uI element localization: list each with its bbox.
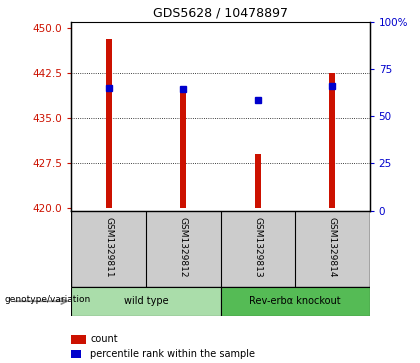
Text: genotype/variation: genotype/variation	[4, 295, 90, 304]
Text: GSM1329814: GSM1329814	[328, 217, 337, 277]
Text: GSM1329812: GSM1329812	[179, 217, 188, 277]
Text: Rev-erbα knockout: Rev-erbα knockout	[249, 296, 341, 306]
Bar	[106, 38, 112, 208]
Text: percentile rank within the sample: percentile rank within the sample	[90, 349, 255, 359]
Bar	[220, 287, 370, 316]
Bar	[329, 73, 335, 208]
Text: count: count	[90, 334, 118, 344]
Text: GSM1329813: GSM1329813	[253, 217, 262, 277]
Title: GDS5628 / 10478897: GDS5628 / 10478897	[153, 6, 288, 19]
Bar	[255, 154, 261, 208]
Bar	[180, 87, 186, 208]
Text: GSM1329811: GSM1329811	[104, 217, 113, 277]
Text: wild type: wild type	[123, 296, 168, 306]
Bar	[71, 287, 220, 316]
